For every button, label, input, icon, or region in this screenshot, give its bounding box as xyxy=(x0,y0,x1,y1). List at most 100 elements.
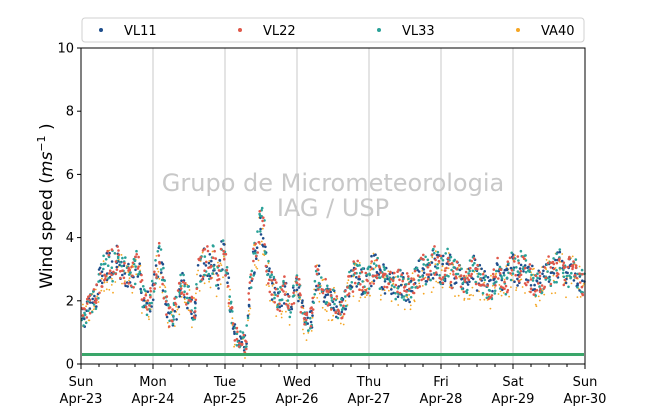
point-vl33 xyxy=(99,263,103,266)
point-va40 xyxy=(103,290,105,292)
point-vl33 xyxy=(264,252,267,255)
point-vl33 xyxy=(231,310,234,313)
point-vl33 xyxy=(465,290,468,293)
point-vl33 xyxy=(159,248,163,251)
point-vl11 xyxy=(492,278,495,282)
point-vl11 xyxy=(273,291,276,294)
point-vl11 xyxy=(246,314,250,318)
point-va40 xyxy=(299,298,301,301)
point-vl22 xyxy=(287,307,290,310)
point-vl33 xyxy=(330,299,334,302)
point-va40 xyxy=(188,289,191,291)
point-vl33 xyxy=(461,281,465,285)
point-vl33 xyxy=(97,296,100,300)
point-vl11 xyxy=(560,259,564,263)
point-vl22 xyxy=(278,309,282,313)
point-va40 xyxy=(114,281,117,283)
point-vl33 xyxy=(90,310,94,314)
point-vl22 xyxy=(436,255,440,259)
y-tick-label: 2 xyxy=(66,294,74,309)
point-vl22 xyxy=(290,303,294,306)
point-vl22 xyxy=(117,249,120,252)
point-vl22 xyxy=(352,260,356,263)
point-vl11 xyxy=(160,271,163,274)
point-va40 xyxy=(448,286,451,289)
point-va40 xyxy=(434,263,437,265)
point-vl11 xyxy=(399,283,403,287)
point-va40 xyxy=(535,305,538,308)
point-vl22 xyxy=(422,253,425,257)
point-vl22 xyxy=(316,268,320,272)
point-vl33 xyxy=(292,294,296,297)
point-vl22 xyxy=(329,294,333,297)
point-vl22 xyxy=(567,257,571,261)
point-vl22 xyxy=(107,272,111,275)
point-vl22 xyxy=(270,270,274,274)
point-va40 xyxy=(346,282,349,284)
point-vl22 xyxy=(116,245,119,248)
point-va40 xyxy=(499,290,502,293)
point-vl22 xyxy=(372,282,376,285)
point-vl33 xyxy=(268,275,272,278)
point-vl33 xyxy=(552,257,555,260)
point-vl33 xyxy=(341,307,345,310)
point-vl22 xyxy=(512,256,515,259)
point-vl33 xyxy=(250,269,254,273)
point-vl22 xyxy=(344,289,347,293)
point-vl33 xyxy=(116,256,120,260)
point-vl22 xyxy=(336,308,340,312)
point-vl22 xyxy=(180,292,183,295)
point-va40 xyxy=(390,300,393,303)
point-va40 xyxy=(494,274,497,276)
point-vl11 xyxy=(535,279,539,283)
point-vl22 xyxy=(525,283,528,287)
point-vl22 xyxy=(122,276,126,280)
y-axis-label-text: Wind speed xyxy=(37,189,57,289)
point-vl22 xyxy=(466,276,469,280)
point-va40 xyxy=(578,265,581,268)
point-va40 xyxy=(380,294,382,297)
x-tick-label-day: Sun xyxy=(69,375,94,390)
point-va40 xyxy=(93,305,96,308)
point-vl33 xyxy=(467,272,470,275)
y-axis-label-unit: ms xyxy=(37,152,57,178)
point-vl22 xyxy=(131,261,135,265)
point-vl22 xyxy=(311,296,315,300)
point-vl33 xyxy=(366,267,370,271)
point-va40 xyxy=(582,283,585,285)
point-vl22 xyxy=(121,269,124,273)
point-vl33 xyxy=(213,267,216,271)
point-vl33 xyxy=(295,283,299,287)
point-vl11 xyxy=(121,273,124,277)
point-vl22 xyxy=(476,263,479,267)
point-vl11 xyxy=(293,289,296,292)
point-vl33 xyxy=(148,308,151,311)
point-vl11 xyxy=(516,284,519,287)
point-va40 xyxy=(339,322,342,325)
point-va40 xyxy=(457,294,460,297)
point-vl22 xyxy=(297,277,301,281)
point-vl11 xyxy=(523,264,527,267)
point-vl22 xyxy=(459,285,463,289)
point-vl33 xyxy=(383,268,386,272)
point-vl22 xyxy=(578,272,581,276)
point-vl11 xyxy=(322,300,326,303)
point-va40 xyxy=(311,316,314,319)
point-vl11 xyxy=(261,237,265,240)
point-vl22 xyxy=(373,274,377,278)
point-vl22 xyxy=(265,270,268,273)
point-vl11 xyxy=(150,305,153,308)
point-va40 xyxy=(497,293,500,295)
point-vl22 xyxy=(346,286,349,289)
point-vl11 xyxy=(441,262,445,266)
point-vl33 xyxy=(266,273,269,277)
point-va40 xyxy=(324,308,327,311)
point-vl22 xyxy=(573,273,577,277)
point-vl33 xyxy=(333,302,336,306)
point-vl22 xyxy=(257,241,261,244)
point-va40 xyxy=(330,319,333,322)
point-vl11 xyxy=(386,277,389,281)
point-vl22 xyxy=(330,308,333,311)
point-vl22 xyxy=(217,264,221,268)
